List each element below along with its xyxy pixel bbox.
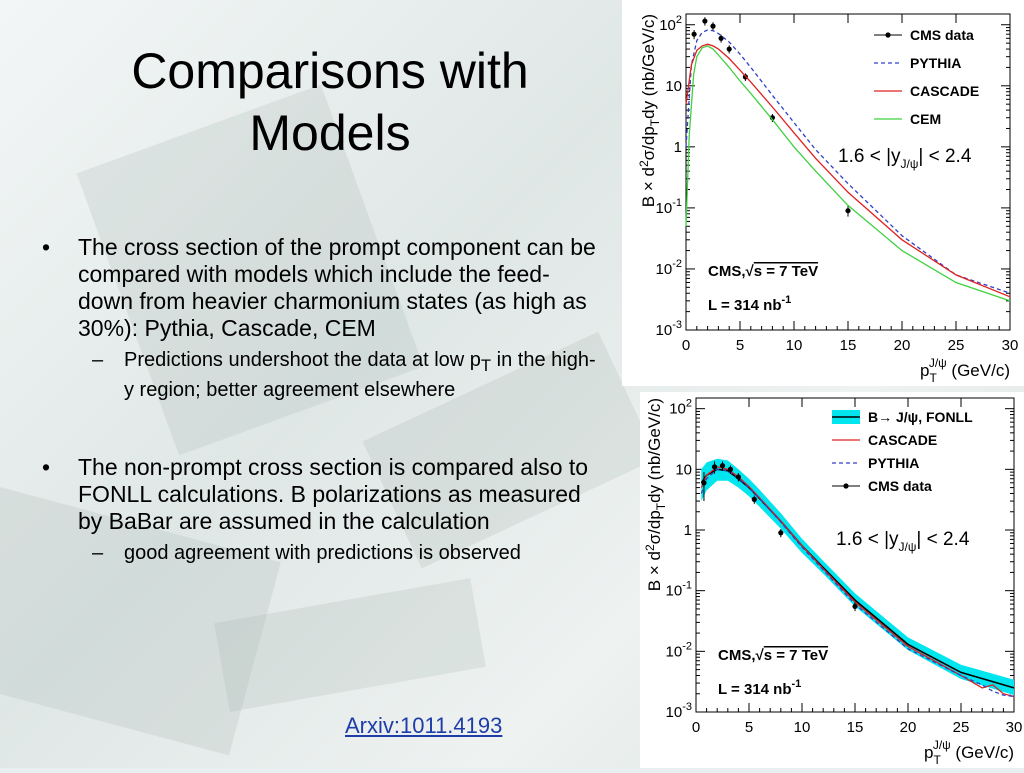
legend-swatch-marker [885, 32, 891, 38]
slide-title: Comparisons with Models [60, 40, 600, 164]
legend-label: CEM [910, 111, 941, 127]
legend-label: CASCADE [910, 83, 979, 99]
x-tick-label: 30 [1006, 719, 1023, 736]
data-point [845, 208, 851, 214]
data-point [718, 35, 724, 41]
data-point [701, 480, 707, 486]
bullet-item: • The non-prompt cross section is compar… [40, 454, 600, 535]
arxiv-link[interactable]: Arxiv:1011.4193 [345, 713, 503, 738]
series-line-pythia [700, 468, 1015, 698]
legend-label: CASCADE [868, 432, 937, 448]
y-tick-label: 10-3 [666, 701, 692, 721]
chart-nonprompt: 0 5 10 15 20 25 30 102 10 1 10-1 10-2 10-3 pTJ/ψ (GeV… [643, 397, 1023, 767]
x-axis-title: pTJ/ψ (GeV/c) [920, 356, 1010, 385]
series-line-cascade [685, 43, 1011, 298]
legend-label: CMS data [868, 478, 932, 494]
data-point [735, 474, 741, 480]
x-tick-label: 20 [900, 719, 917, 736]
legend-label: B→ J/ψ, FONLL [868, 409, 973, 425]
x-tick-label: 15 [840, 337, 857, 354]
x-tick-label: 10 [786, 337, 803, 354]
data-point [852, 603, 858, 610]
series-line-cem [685, 45, 1011, 302]
chart-prompt-panel: 0 5 10 15 20 25 30 102 10 1 10-1 10-2 10-3 pTJ/ψ (GeV… [622, 0, 1024, 386]
chart-nonprompt-panel: 0 5 10 15 20 25 30 102 10 1 10-1 10-2 10-3 pTJ/ψ (GeV… [640, 392, 1024, 768]
data-point [727, 466, 734, 472]
subbullet-text: Predictions undershoot the data at low p… [124, 349, 596, 401]
x-tick-label: 5 [736, 337, 744, 354]
bullet-text: The cross section of the prompt componen… [78, 234, 596, 341]
subbullet-marker: – [92, 542, 104, 564]
bullet-marker: • [42, 234, 51, 260]
subbullet-marker: – [92, 349, 104, 371]
x-axis-title: pTJ/ψ (GeV/c) [924, 738, 1014, 767]
rapidity-annotation: 1.6 < |yJ/ψ| < 2.4 [836, 529, 970, 554]
plot-frame [685, 13, 1011, 331]
bullet-text: The non-prompt cross section is compared… [78, 454, 589, 534]
subbullet-text: good agreement with predictions is obser… [124, 542, 521, 564]
luminosity-label: L = 314 nb-1 [718, 678, 801, 698]
luminosity-label: L = 314 nb-1 [708, 294, 791, 314]
x-tick-label: 5 [745, 719, 753, 736]
x-tick-label: 0 [682, 337, 690, 354]
y-tick-label: 10-2 [656, 258, 682, 278]
x-tick-label: 30 [1002, 337, 1019, 354]
fonll-band [701, 458, 1014, 696]
bullet-item: • The cross section of the prompt compon… [40, 234, 600, 342]
data-point [719, 463, 726, 469]
subbullet-subscript: T [480, 356, 492, 375]
legend-label: PYTHIA [910, 55, 961, 71]
slide-title-line1: Comparisons with [131, 43, 529, 99]
slide-title-line2: Models [249, 105, 411, 161]
x-tick-label: 20 [894, 337, 911, 354]
subbullet-text-post: in the high-y region; better agreement e… [124, 349, 596, 401]
x-tick-label: 25 [948, 337, 965, 354]
plot-frame [695, 397, 1015, 713]
data-point [691, 31, 697, 37]
bullet-marker: • [42, 454, 51, 480]
x-tick-label: 25 [953, 719, 970, 736]
y-axis-title: B × d2σ/dpTdy (nb/GeV/c) [637, 14, 662, 207]
y-tick-label: 10-3 [656, 319, 682, 339]
x-tick-label: 10 [794, 719, 811, 736]
subbullet-item: – good agreement with predictions is obs… [40, 541, 600, 565]
data-point [710, 23, 716, 29]
data-point [751, 496, 757, 502]
y-tick-label: 1 [674, 139, 682, 156]
chart-prompt: 0 5 10 15 20 25 30 102 10 1 10-1 10-2 10-3 pTJ/ψ (GeV… [637, 13, 1019, 385]
y-tick-label: 10-1 [666, 580, 692, 600]
data-point [778, 530, 784, 536]
y-tick-label: 10 [675, 461, 692, 478]
legend-label: PYTHIA [868, 455, 919, 471]
data-point [711, 464, 718, 470]
y-tick-label: 10 [665, 78, 682, 95]
y-tick-label: 10-2 [666, 640, 692, 660]
legend-label: CMS data [910, 27, 974, 43]
legend-swatch-marker [843, 483, 849, 489]
rapidity-annotation: 1.6 < |yJ/ψ| < 2.4 [838, 146, 972, 171]
y-axis-title: B × d2σ/dpTdy (nb/GeV/c) [643, 398, 668, 591]
subbullet-item: – Predictions undershoot the data at low… [40, 348, 600, 402]
experiment-label: CMS,√s = 7 TeV [708, 263, 818, 280]
series-line-pythia [685, 29, 1011, 294]
x-tick-label: 15 [847, 719, 864, 736]
bullet-list: • The cross section of the prompt compon… [40, 234, 600, 565]
y-tick-label: 102 [659, 14, 682, 34]
data-point [726, 46, 732, 52]
data-point [702, 18, 708, 24]
x-tick-label: 0 [692, 719, 700, 736]
y-tick-label: 10-1 [656, 197, 682, 217]
y-tick-label: 1 [684, 522, 692, 539]
experiment-label: CMS,√s = 7 TeV [718, 647, 828, 664]
y-tick-label: 102 [669, 398, 692, 418]
subbullet-text-pre: Predictions undershoot the data at low p [124, 349, 481, 371]
